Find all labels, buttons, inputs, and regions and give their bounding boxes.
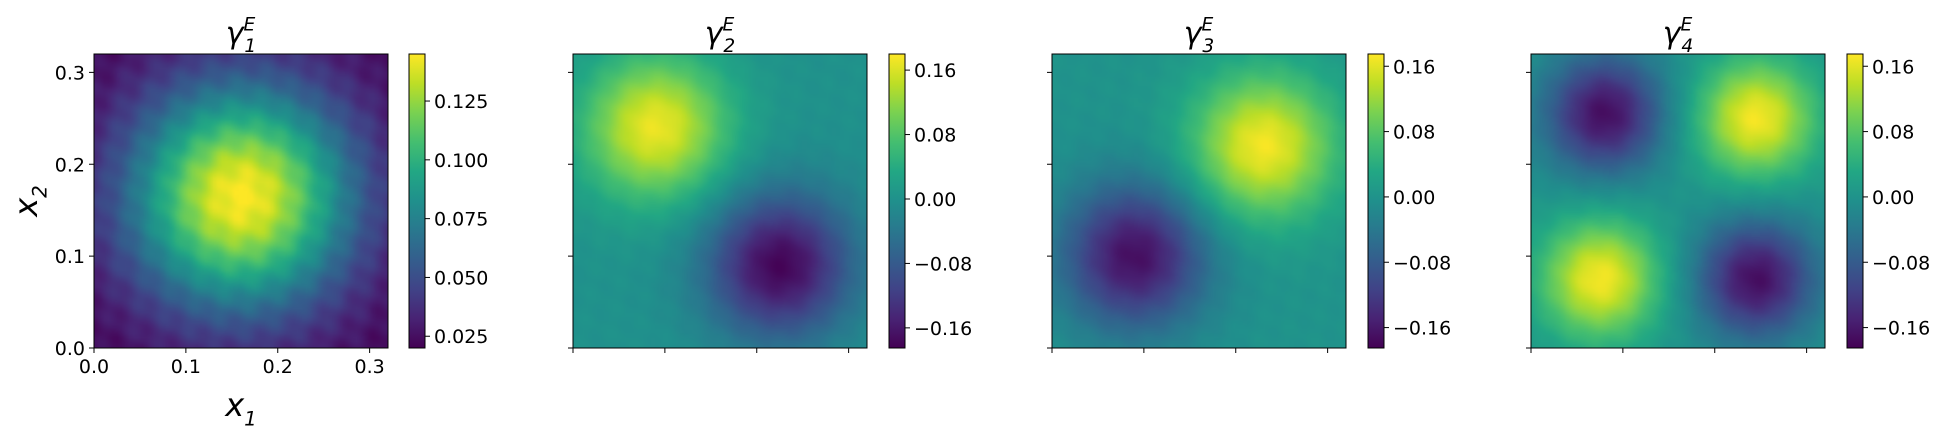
subplot-2: γE 2 0.16 0.08 0.00 −0.08 −0.16: [568, 14, 972, 353]
plot-title: γE 3: [1184, 14, 1215, 57]
subplot-3: γE 3 0.16 0.08 0.00 −0.08 −0.16: [1047, 14, 1451, 353]
plot-title-symbol: γ: [226, 16, 246, 51]
plot-title: γE 1: [226, 14, 257, 57]
colorbar-frame: [888, 53, 906, 349]
subplot-1: γE 10.0 0.1 0.2 0.30.00.10.20.3x1x20.0250.05…: [7, 14, 488, 428]
y-axis-label-subscript: 2: [29, 185, 52, 198]
colorbar: [1368, 54, 1384, 348]
colorbar-tick-label: 0.025: [434, 326, 488, 348]
plot-title-superscript: E: [1201, 14, 1213, 35]
colorbar-tick-label: 0.08: [1393, 122, 1435, 144]
colorbar-frame: [1367, 53, 1385, 349]
colorbar-frame: [408, 53, 426, 349]
colorbar-tick-label: 0.100: [434, 150, 488, 172]
subplot-4: γE 4 0.16 0.08 0.00 −0.08 −0.16: [1526, 14, 1930, 353]
plot-title-symbol: γ: [705, 16, 725, 51]
colorbar-tick-label: 0.08: [914, 125, 956, 147]
plot-title-superscript: E: [1680, 14, 1692, 35]
plot-frame: [1530, 53, 1826, 349]
colorbar-tick-label: 0.16: [1872, 56, 1914, 78]
heatmap-image: [1052, 54, 1346, 348]
plot-title-symbol: γ: [1184, 16, 1204, 51]
y-tick-label: 0.3: [55, 62, 85, 84]
plot-title-superscript: E: [722, 14, 734, 35]
heatmap-image: [94, 54, 388, 348]
colorbar-tick-label: 0.00: [1393, 187, 1435, 209]
colorbar-tick-label: 0.00: [914, 189, 956, 211]
y-tick-label: 0.1: [55, 246, 85, 268]
y-tick-label: 0.0: [55, 338, 85, 360]
x-axis-label-subscript: 1: [244, 408, 257, 428]
plot-frame: [93, 53, 389, 349]
plot-title: γE 2: [705, 14, 736, 57]
heatmap-image: [573, 54, 867, 348]
colorbar-tick-label: −0.16: [914, 318, 972, 340]
colorbar-tick-label: 0.125: [434, 91, 488, 113]
x-axis-label-symbol: x: [224, 386, 245, 424]
plot-frame: [572, 53, 868, 349]
colorbar-tick-label: 0.00: [1872, 187, 1914, 209]
colorbar-tick-label: −0.08: [1393, 252, 1451, 274]
colorbar-tick-label: 0.16: [914, 60, 956, 82]
colorbar: [409, 54, 425, 348]
colorbar-frame: [1846, 53, 1864, 349]
plot-title-subscript: 4: [1681, 36, 1693, 57]
colorbar: [889, 54, 905, 348]
x-axis-label: x1: [224, 386, 257, 428]
colorbar-tick-label: −0.16: [1872, 318, 1930, 340]
x-tick-label: 0.1: [171, 356, 201, 378]
heatmap-image: [1531, 54, 1825, 348]
plot-title-symbol: γ: [1663, 16, 1683, 51]
colorbar-tick-label: −0.08: [1872, 252, 1930, 274]
plot-title-subscript: 2: [723, 36, 735, 57]
colorbar-tick-label: 0.050: [434, 267, 488, 289]
colorbar-tick-label: −0.08: [914, 253, 972, 275]
y-tick-label: 0.2: [55, 154, 85, 176]
plot-title-subscript: 1: [244, 36, 256, 57]
colorbar-tick-label: 0.16: [1393, 56, 1435, 78]
colorbar-tick-label: −0.16: [1393, 318, 1451, 340]
plot-title-subscript: 3: [1202, 36, 1214, 57]
x-tick-label: 0.2: [263, 356, 293, 378]
colorbar-tick-label: 0.08: [1872, 122, 1914, 144]
y-axis-label-symbol: x: [7, 197, 45, 218]
y-axis-label: x2: [7, 185, 52, 218]
plot-title: γE 4: [1663, 14, 1694, 57]
colorbar-tick-label: 0.075: [434, 209, 488, 231]
colorbar: [1847, 54, 1863, 348]
plot-frame: [1051, 53, 1347, 349]
x-tick-label: 0.3: [355, 356, 385, 378]
x-tick-label: 0.0: [79, 356, 109, 378]
plot-title-superscript: E: [243, 14, 255, 35]
